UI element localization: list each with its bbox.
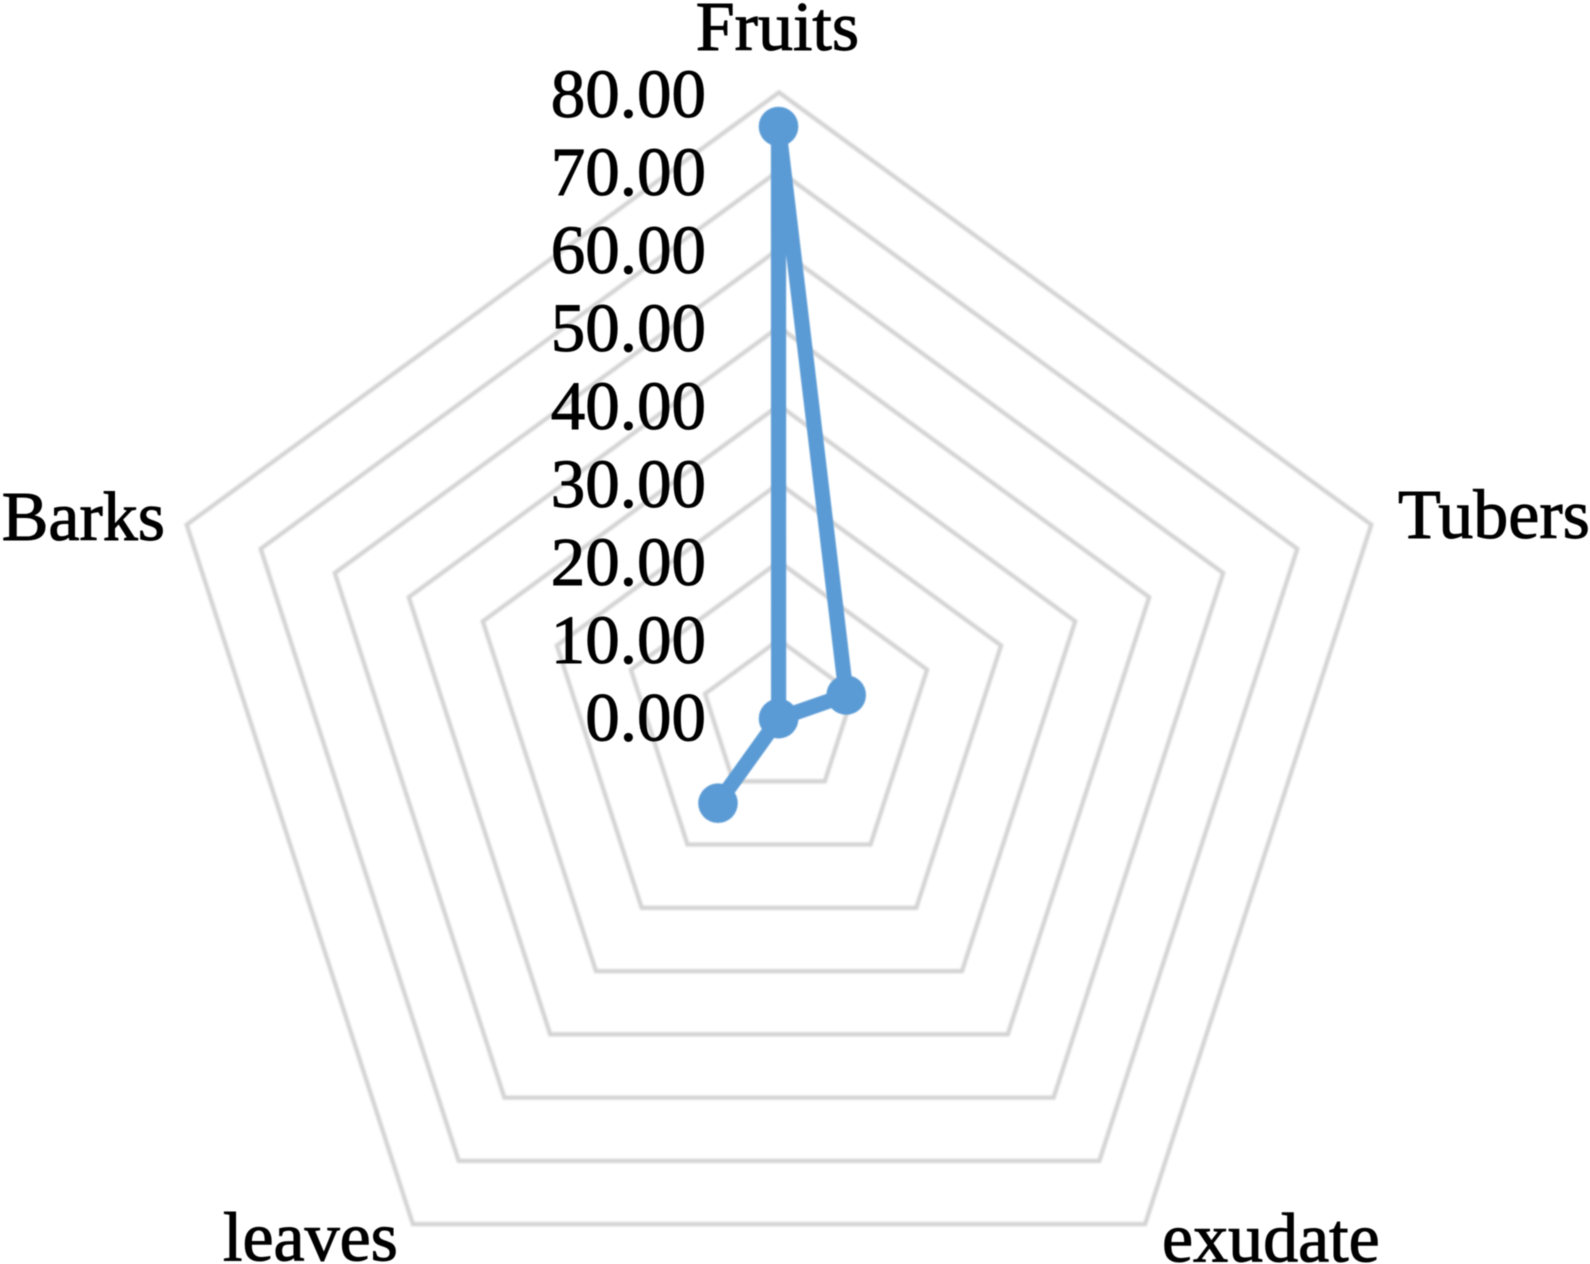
svg-text:Barks: Barks — [2, 479, 165, 556]
svg-text:Fruits: Fruits — [696, 0, 859, 66]
svg-text:10.00: 10.00 — [551, 602, 706, 678]
svg-text:50.00: 50.00 — [551, 290, 706, 366]
svg-text:20.00: 20.00 — [551, 524, 706, 600]
svg-text:80.00: 80.00 — [551, 56, 706, 132]
svg-text:30.00: 30.00 — [551, 446, 706, 522]
svg-text:70.00: 70.00 — [551, 134, 706, 210]
svg-text:40.00: 40.00 — [551, 368, 706, 444]
svg-text:Tubers: Tubers — [1398, 477, 1590, 554]
svg-text:leaves: leaves — [223, 1200, 398, 1264]
svg-text:60.00: 60.00 — [551, 212, 706, 288]
svg-text:0.00: 0.00 — [585, 680, 706, 756]
svg-text:exudate: exudate — [1162, 1201, 1380, 1264]
